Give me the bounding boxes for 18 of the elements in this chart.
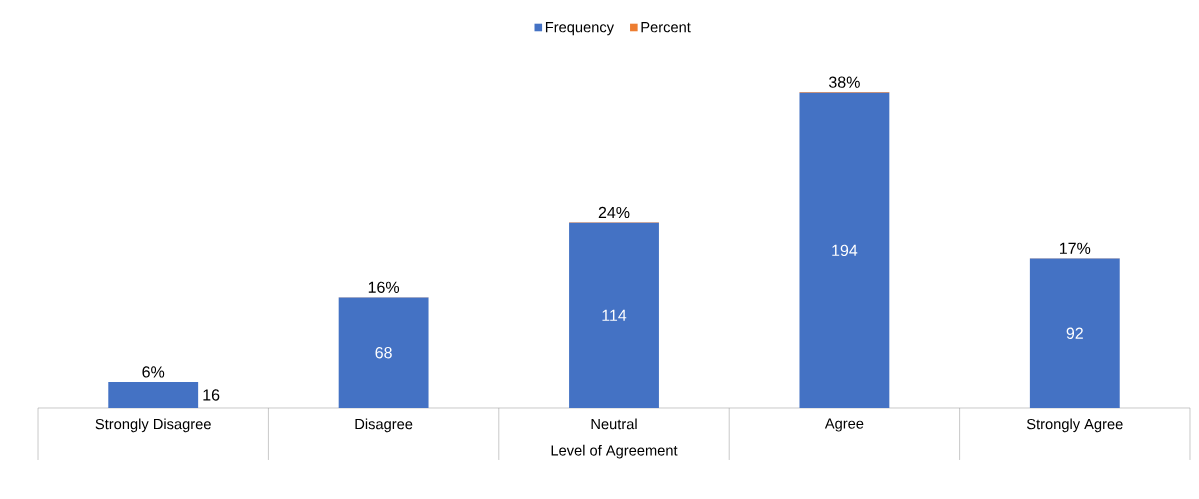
x-tick-label: Strongly Disagree	[95, 418, 211, 433]
x-tick-label: Disagree	[355, 418, 413, 433]
x-tick-label: Strongly Agree	[1026, 418, 1123, 433]
data-label: 38%	[829, 76, 860, 88]
data-label: 17%	[1060, 242, 1091, 254]
legend-label: Frequency	[545, 22, 614, 36]
x-tick-label: Neutral	[591, 418, 637, 430]
data-label: 92	[1066, 327, 1083, 339]
data-label: 16%	[368, 281, 400, 293]
data-label: 68	[375, 347, 392, 359]
x-axis-title: Level of Agreement	[551, 444, 678, 459]
data-label: 16	[203, 389, 220, 401]
data-label: 24%	[598, 206, 630, 219]
data-label: 6%	[142, 366, 165, 378]
data-label: 194	[832, 244, 858, 257]
data-label: 114	[602, 309, 627, 321]
legend-label: Percent	[641, 22, 691, 33]
x-tick-label: Agree	[824, 418, 864, 432]
